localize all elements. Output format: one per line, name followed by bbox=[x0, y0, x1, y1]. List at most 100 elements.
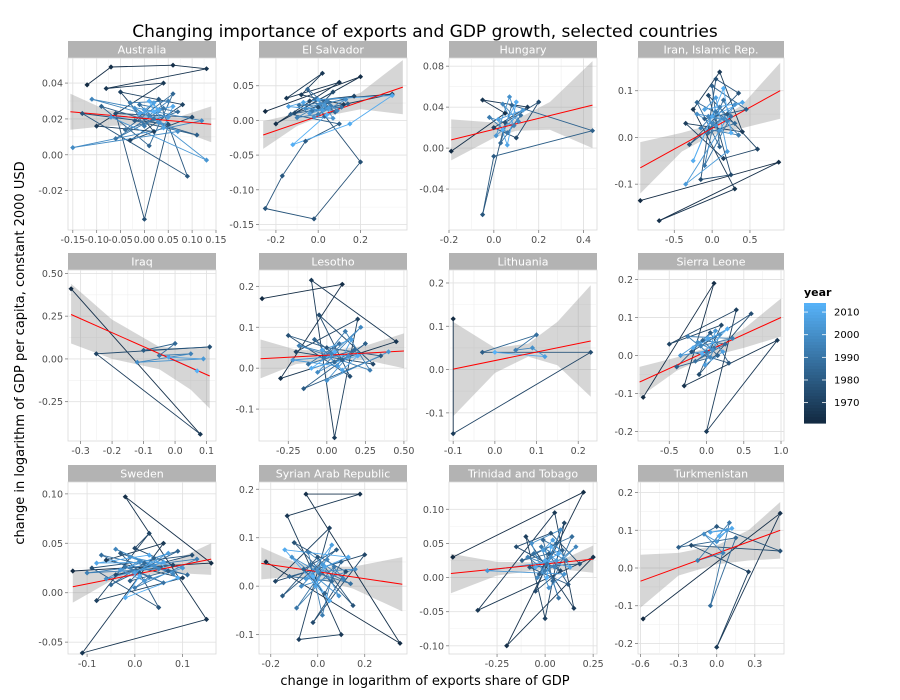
data-point bbox=[289, 554, 295, 560]
x-tick-label: 0.0 bbox=[487, 446, 502, 457]
x-tick-label: 0.2 bbox=[353, 235, 368, 246]
data-point bbox=[777, 548, 783, 554]
data-point bbox=[713, 95, 719, 101]
data-point bbox=[709, 83, 715, 89]
data-point bbox=[307, 98, 313, 104]
confidence-band bbox=[453, 285, 591, 417]
path-segment bbox=[482, 156, 495, 215]
data-point bbox=[484, 568, 490, 574]
path-segment bbox=[317, 568, 356, 573]
path-segment bbox=[692, 88, 724, 161]
y-tick-label: 0.08 bbox=[423, 62, 444, 73]
data-point bbox=[324, 377, 330, 384]
data-point bbox=[717, 144, 723, 150]
data-point bbox=[298, 92, 304, 98]
x-tick-label: -0.3 bbox=[669, 659, 688, 670]
data-point bbox=[345, 353, 351, 359]
x-tick-label: 0.50 bbox=[393, 446, 414, 457]
x-tick-label: 0.1 bbox=[529, 446, 544, 457]
data-point bbox=[726, 360, 732, 366]
path-segment bbox=[110, 64, 174, 68]
data-point bbox=[491, 125, 497, 131]
data-point bbox=[341, 576, 347, 582]
data-point bbox=[724, 326, 730, 332]
path-segment bbox=[494, 351, 545, 358]
path-segment bbox=[477, 556, 594, 611]
path-segment bbox=[704, 111, 717, 166]
data-point bbox=[733, 535, 739, 541]
data-point bbox=[362, 341, 368, 347]
data-point bbox=[108, 114, 114, 120]
data-point bbox=[540, 547, 546, 553]
path-segment bbox=[482, 99, 528, 108]
legend-color-step bbox=[804, 348, 826, 352]
regression-line bbox=[261, 562, 403, 585]
path-segment bbox=[482, 334, 537, 353]
data-point bbox=[146, 98, 152, 104]
data-point bbox=[70, 568, 76, 574]
legend-color-step bbox=[804, 366, 826, 370]
facet-strip bbox=[449, 253, 597, 270]
x-tick-label: -0.2 bbox=[103, 446, 122, 457]
y-tick-label: 0.02 bbox=[42, 114, 63, 125]
x-tick-label: -0.1 bbox=[134, 446, 153, 457]
data-point bbox=[569, 534, 575, 540]
path-segment bbox=[311, 279, 397, 342]
data-point bbox=[324, 112, 330, 118]
y-tick-label: -0.2 bbox=[614, 427, 633, 438]
data-points bbox=[448, 94, 596, 218]
data-point bbox=[160, 580, 167, 586]
path-segment bbox=[305, 493, 401, 644]
data-point bbox=[308, 277, 314, 283]
data-point bbox=[713, 123, 719, 129]
data-point bbox=[338, 632, 344, 638]
data-point bbox=[705, 92, 711, 98]
x-tick-label: -0.1 bbox=[444, 446, 463, 457]
facet-strip-label: Sweden bbox=[120, 468, 163, 481]
data-point bbox=[310, 573, 316, 580]
data-point bbox=[331, 349, 338, 355]
data-point bbox=[776, 159, 782, 165]
facet-strip bbox=[68, 41, 216, 58]
data-point bbox=[745, 569, 752, 575]
data-point bbox=[702, 362, 708, 368]
data-point bbox=[524, 104, 531, 110]
data-point bbox=[493, 133, 499, 139]
data-point bbox=[199, 118, 205, 124]
x-tick-label: 0.00 bbox=[316, 446, 337, 457]
regression-line bbox=[450, 558, 594, 574]
data-point bbox=[367, 367, 373, 373]
data-point bbox=[334, 108, 340, 114]
data-point bbox=[724, 148, 730, 155]
path-segment bbox=[691, 544, 781, 552]
path-segment bbox=[324, 556, 349, 568]
data-point bbox=[397, 640, 403, 646]
data-point bbox=[156, 119, 162, 126]
path-segment bbox=[707, 95, 732, 175]
path-segment bbox=[115, 113, 145, 220]
data-points bbox=[70, 62, 210, 222]
y-tick-label: 0.0 bbox=[429, 365, 444, 376]
data-point bbox=[495, 116, 501, 122]
legend-color-step bbox=[804, 336, 826, 340]
data-point bbox=[160, 125, 167, 131]
path-segment bbox=[502, 101, 517, 130]
data-points bbox=[259, 277, 399, 441]
path-segment bbox=[158, 122, 207, 161]
facet-strip bbox=[638, 41, 784, 58]
data-point bbox=[282, 547, 288, 553]
path-segment bbox=[297, 113, 319, 119]
data-point bbox=[137, 102, 143, 108]
data-point bbox=[305, 86, 311, 92]
data-point bbox=[538, 544, 544, 550]
path-segment bbox=[72, 131, 178, 149]
data-point bbox=[301, 566, 307, 572]
path-segment bbox=[286, 72, 323, 99]
data-point bbox=[700, 337, 706, 343]
data-point bbox=[308, 365, 314, 371]
x-tick-label: 0.0 bbox=[168, 446, 183, 457]
data-point bbox=[339, 367, 345, 373]
data-point bbox=[103, 85, 109, 92]
facet-strip bbox=[259, 41, 407, 58]
facet-panels: Australia-0.15 -0.10 -0.05 0.00 0.05 0.10 0.15… bbox=[38, 41, 789, 670]
